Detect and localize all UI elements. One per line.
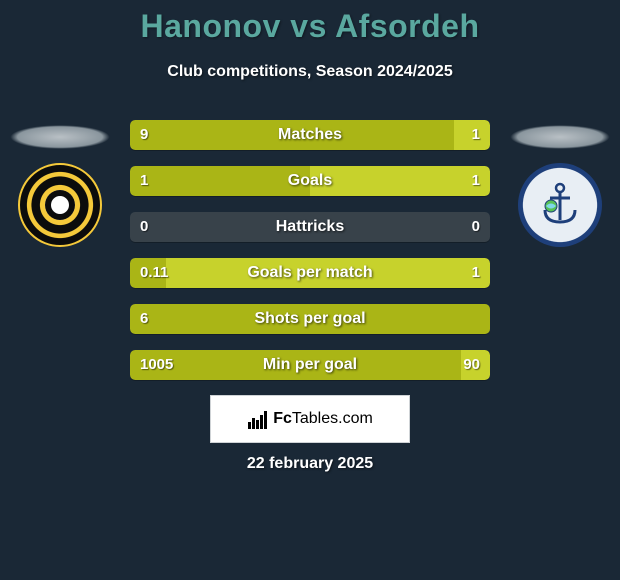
team-crest-right [510,125,610,225]
club-badge-right-icon [518,163,602,247]
stat-row: 100590Min per goal [130,350,490,380]
stat-label: Matches [130,120,490,150]
stat-label: Goals [130,166,490,196]
crest-shadow [10,125,110,149]
stat-row: 91Matches [130,120,490,150]
brand-text: FcTables.com [273,410,373,428]
stat-row: 11Goals [130,166,490,196]
brand-box: FcTables.com [210,395,410,443]
fctables-logo-icon [247,408,269,430]
page-title: Hanonov vs Afsordeh [0,0,620,45]
team-crest-left [10,125,110,225]
stat-row: 00Hattricks [130,212,490,242]
brand-tables: Tables.com [292,410,373,427]
comparison-rows: 91Matches 11Goals 00Hattricks 0.111Goals pe… [130,120,490,396]
stat-label: Goals per match [130,258,490,288]
stat-label: Hattricks [130,212,490,242]
stat-label: Min per goal [130,350,490,380]
stat-row: 6Shots per goal [130,304,490,334]
club-badge-left-icon [18,163,102,247]
stat-row: 0.111Goals per match [130,258,490,288]
anchor-icon [535,180,585,230]
crest-shadow [510,125,610,149]
page-subtitle: Club competitions, Season 2024/2025 [0,63,620,81]
date-label: 22 february 2025 [0,455,620,473]
stat-label: Shots per goal [130,304,490,334]
brand-fc: Fc [273,410,292,427]
